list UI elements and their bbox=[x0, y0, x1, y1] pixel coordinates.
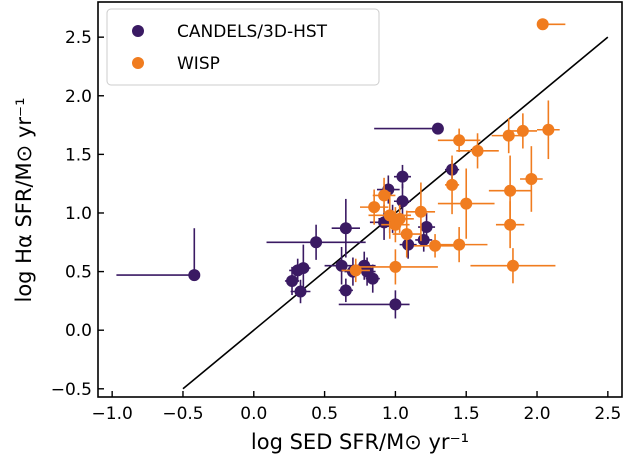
x-tick-label: −1.0 bbox=[92, 404, 133, 424]
data-point bbox=[420, 221, 433, 234]
data-point bbox=[516, 124, 529, 137]
data-point bbox=[389, 260, 402, 273]
data-point bbox=[542, 123, 555, 136]
data-point bbox=[525, 172, 538, 185]
legend-label-candels: CANDELS/3D-HST bbox=[177, 22, 328, 42]
data-point bbox=[383, 209, 396, 222]
data-point bbox=[335, 259, 348, 272]
data-point bbox=[297, 262, 310, 275]
data-point bbox=[431, 122, 444, 135]
data-point bbox=[400, 228, 413, 241]
data-point bbox=[393, 212, 406, 225]
data-point bbox=[453, 238, 466, 251]
data-point bbox=[378, 189, 391, 202]
x-tick-label: 1.0 bbox=[382, 404, 409, 424]
data-point bbox=[286, 274, 299, 287]
legend-marker-wisp bbox=[132, 57, 144, 69]
series-layer bbox=[116, 18, 566, 319]
data-point bbox=[402, 238, 415, 251]
data-point bbox=[339, 222, 352, 235]
data-point bbox=[453, 134, 466, 147]
legend-label-wisp: WISP bbox=[177, 54, 220, 74]
x-tick-label: 0.0 bbox=[240, 404, 267, 424]
legend-box bbox=[106, 8, 380, 86]
x-tick-label: 1.5 bbox=[453, 404, 480, 424]
y-axis-label: log Hα SFR/M⊙ yr⁻¹ bbox=[12, 97, 36, 302]
data-point bbox=[536, 18, 549, 31]
x-tick-label: 2.0 bbox=[524, 404, 551, 424]
plot-frame bbox=[97, 1, 623, 398]
data-point bbox=[446, 178, 459, 191]
data-point bbox=[414, 205, 427, 218]
data-point bbox=[504, 184, 517, 197]
y-tick-label: 2.5 bbox=[65, 28, 92, 48]
legend-marker-candels bbox=[132, 25, 144, 37]
data-point bbox=[471, 144, 484, 157]
data-point bbox=[429, 239, 442, 252]
data-point bbox=[349, 264, 362, 277]
series-wisp bbox=[341, 18, 566, 285]
data-point bbox=[389, 298, 402, 311]
y-tick-label: 0.5 bbox=[65, 263, 92, 283]
data-point bbox=[504, 218, 517, 231]
data-point bbox=[502, 129, 515, 142]
y-tick-label: −0.5 bbox=[51, 380, 92, 400]
data-point bbox=[368, 201, 381, 214]
x-tick-label: 0.5 bbox=[311, 404, 338, 424]
data-point bbox=[396, 195, 409, 208]
data-point bbox=[294, 285, 307, 298]
data-point bbox=[417, 233, 430, 246]
data-point bbox=[339, 284, 352, 297]
legend: CANDELS/3D-HST WISP bbox=[106, 8, 380, 86]
x-axis-label: log SED SFR/M⊙ yr⁻¹ bbox=[251, 430, 469, 454]
y-tick-label: 1.0 bbox=[65, 204, 92, 224]
y-axis-ticks: −0.5 0.0 0.5 1.0 1.5 2.0 2.5 bbox=[51, 28, 104, 400]
data-point bbox=[460, 197, 473, 210]
y-tick-label: 1.5 bbox=[65, 145, 92, 165]
data-point bbox=[366, 272, 379, 285]
data-point bbox=[396, 170, 409, 183]
x-axis-ticks: −1.0 −0.5 0.0 0.5 1.0 1.5 2.0 2.5 bbox=[92, 391, 621, 424]
y-tick-label: 0.0 bbox=[65, 321, 92, 341]
data-point bbox=[310, 236, 323, 249]
y-tick-label: 2.0 bbox=[65, 87, 92, 107]
data-point bbox=[506, 259, 519, 272]
x-tick-label: −0.5 bbox=[162, 404, 203, 424]
x-tick-label: 2.5 bbox=[594, 404, 621, 424]
data-point bbox=[188, 269, 201, 282]
